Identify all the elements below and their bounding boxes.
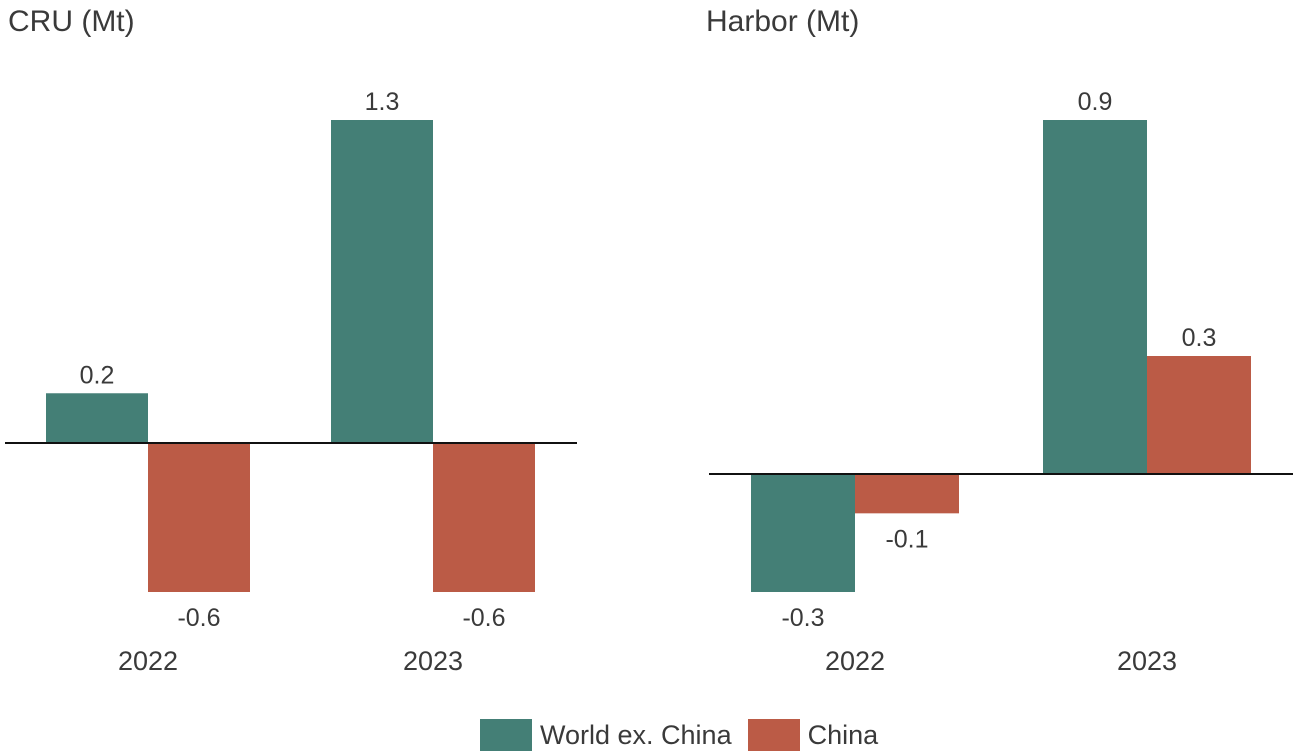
legend-item-china: China <box>747 719 879 751</box>
cru-chart: 0.2 -0.6 2022 1.3 -0.6 2023 <box>5 88 577 676</box>
legend: World ex. China China <box>480 716 894 754</box>
data-label-harbor-2022-china: -0.1 <box>885 525 928 553</box>
legend-swatch-china <box>747 719 800 751</box>
legend-label-china: China <box>807 719 879 750</box>
data-label-harbor-2023-china: 0.3 <box>1182 324 1217 352</box>
chart-title-cru: CRU (Mt) <box>8 5 135 38</box>
data-label-cru-2022-china: -0.6 <box>177 604 220 632</box>
tick-label-cru-2022: 2022 <box>118 646 178 676</box>
bar-harbor-2023-world <box>1043 120 1147 474</box>
data-label-harbor-2023-world: 0.9 <box>1078 88 1113 116</box>
bar-cru-2022-world <box>46 393 148 443</box>
bar-cru-2023-china <box>433 442 535 592</box>
data-label-cru-2023-world: 1.3 <box>365 88 400 116</box>
tick-label-harbor-2022: 2022 <box>825 646 885 676</box>
bar-cru-2023-world <box>331 120 433 443</box>
legend-label-world: World ex. China <box>540 719 732 750</box>
tick-label-cru-2023: 2023 <box>403 646 463 676</box>
bar-harbor-2022-world <box>751 474 855 592</box>
data-label-harbor-2022-world: -0.3 <box>781 604 824 632</box>
bar-cru-2022-china <box>148 442 250 592</box>
legend-item-world: World ex. China <box>480 719 732 751</box>
data-label-cru-2022-world: 0.2 <box>80 361 115 389</box>
bar-harbor-2023-china <box>1147 356 1251 474</box>
harbor-chart: -0.3 -0.1 2022 0.9 0.3 2023 <box>709 88 1293 676</box>
tick-label-harbor-2023: 2023 <box>1117 646 1177 676</box>
legend-swatch-world <box>480 719 532 751</box>
data-label-cru-2023-china: -0.6 <box>462 604 505 632</box>
chart-title-harbor: Harbor (Mt) <box>706 5 860 38</box>
bar-harbor-2022-china <box>855 474 959 514</box>
